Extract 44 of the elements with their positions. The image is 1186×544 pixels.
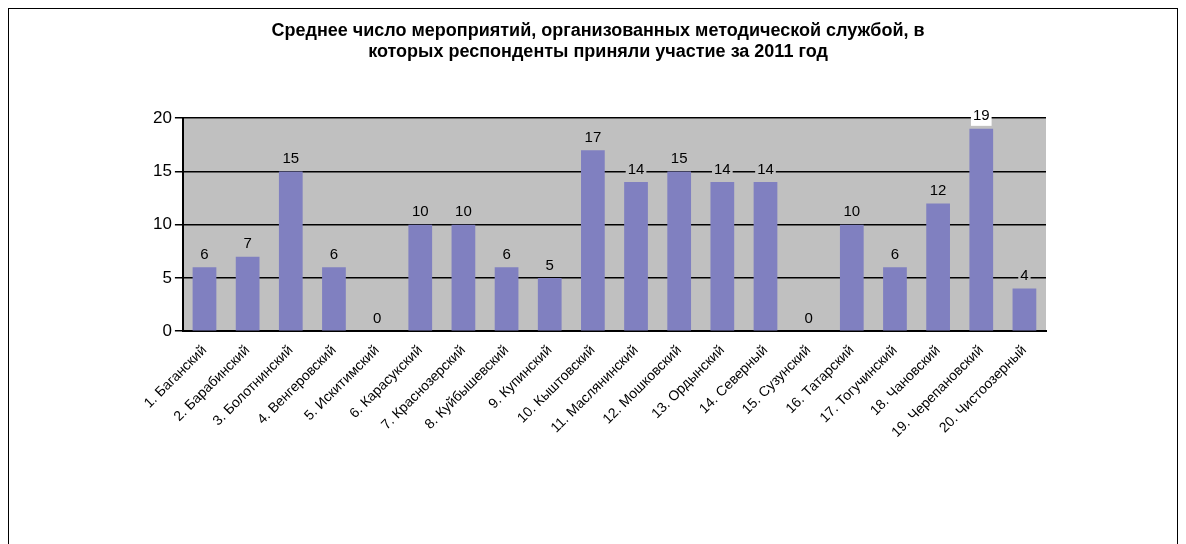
bar: [1012, 288, 1037, 331]
data-label: 5: [545, 255, 554, 273]
data-label: 14: [757, 159, 774, 177]
text: которых респонденты приняли участие за 2011 год: [368, 41, 828, 62]
data-label: 19: [972, 106, 990, 124]
y-tick-label: 20: [152, 107, 172, 127]
bar: [710, 182, 735, 331]
y-tick-label: 5: [162, 267, 172, 287]
data-label: 17: [584, 127, 602, 145]
data-label: 10: [843, 202, 861, 220]
bar: [624, 182, 648, 331]
bar: [278, 171, 303, 331]
data-label: 15: [282, 149, 300, 167]
bar: [322, 267, 346, 331]
data-label: 14: [627, 159, 645, 177]
data-label: 6: [329, 244, 339, 262]
data-label: 6: [502, 244, 511, 262]
data-label: 12: [929, 181, 947, 199]
data-label: 7: [243, 234, 252, 252]
text: Среднее число мероприятий, организованных методической службой, в: [271, 19, 925, 40]
bar: [926, 203, 950, 331]
bar: [192, 267, 217, 331]
bar: [667, 171, 692, 331]
y-tick-label: 15: [152, 161, 172, 181]
data-label: 0: [372, 308, 382, 326]
y-tick-label: 0: [162, 320, 172, 340]
data-label: 6: [890, 244, 900, 262]
data-label: 15: [670, 149, 688, 167]
bar: [537, 277, 562, 331]
data-label: 0: [804, 308, 813, 326]
data-label: 10: [411, 202, 429, 220]
data-label: 10: [455, 202, 472, 220]
y-tick-label: 10: [152, 214, 172, 234]
bar: [451, 224, 476, 331]
bar: [839, 224, 864, 331]
bar: [408, 224, 433, 331]
bar: [581, 150, 605, 331]
data-label: 4: [1020, 266, 1029, 284]
bar: [494, 267, 519, 331]
bar: [235, 256, 260, 331]
data-label: 14: [714, 159, 731, 177]
data-label: 6: [200, 244, 209, 262]
bar: [753, 182, 778, 331]
bar: [883, 267, 907, 331]
